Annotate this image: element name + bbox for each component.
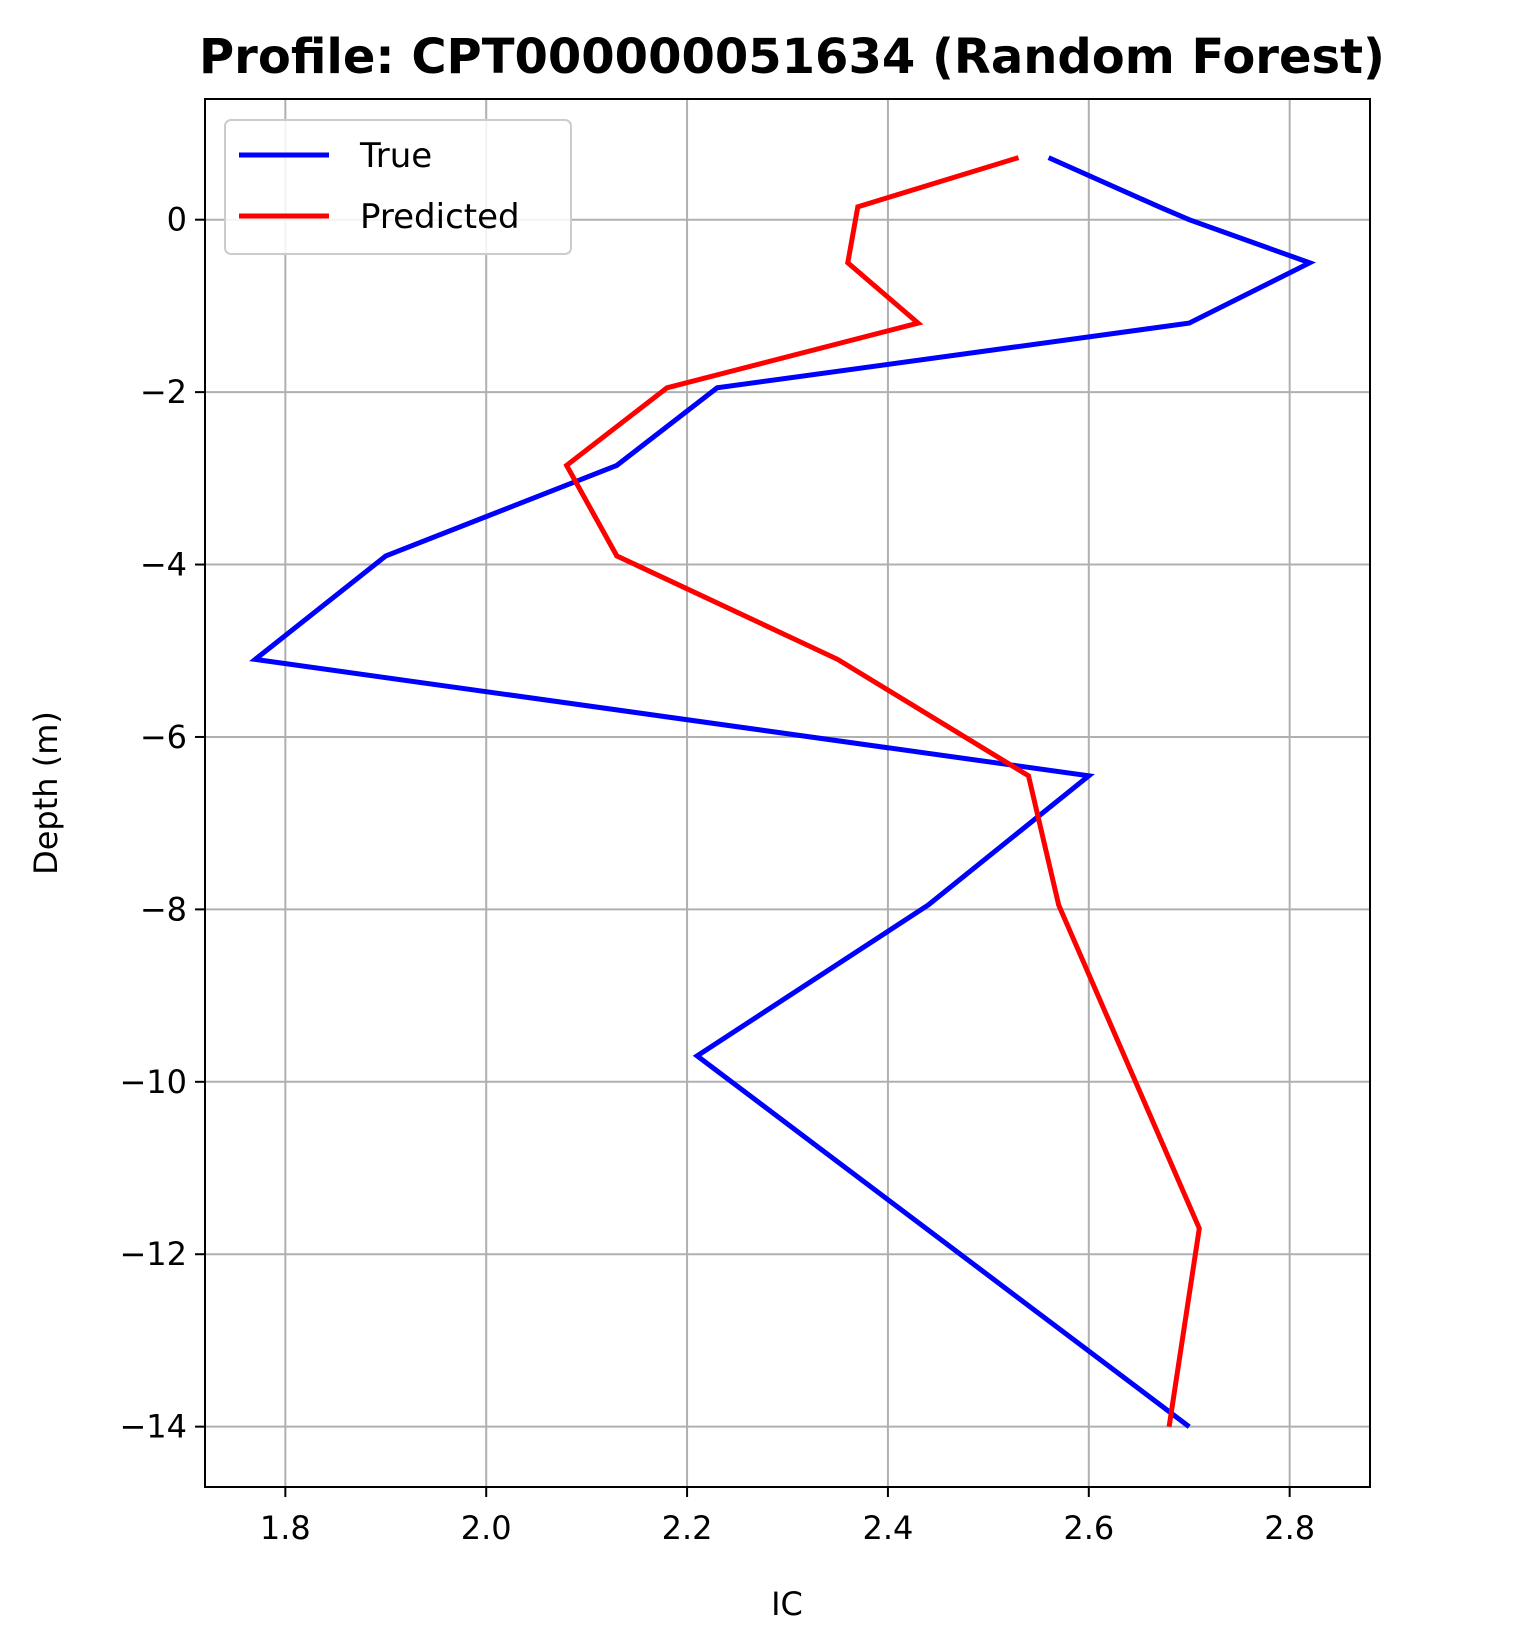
grid xyxy=(205,99,1370,1487)
legend-label-true: True xyxy=(359,136,432,176)
series-line-predicted xyxy=(563,155,1202,1428)
y-tick-label: −6 xyxy=(140,718,187,756)
x-axis-label: IC xyxy=(771,1585,803,1623)
x-tick-label: 2.4 xyxy=(862,1509,913,1547)
series-lines xyxy=(249,155,1317,1429)
y-tick-label: −2 xyxy=(140,373,187,411)
y-axis-label: Depth (m) xyxy=(27,711,65,875)
series-line-true xyxy=(249,155,1317,1429)
x-tick-label: 1.8 xyxy=(260,1509,311,1547)
y-tick-label: 0 xyxy=(167,201,187,239)
legend: True Predicted xyxy=(224,119,572,255)
plot-frame xyxy=(204,98,1371,1488)
y-tick-label: −12 xyxy=(119,1235,187,1273)
legend-label-predicted: Predicted xyxy=(360,197,520,237)
y-tick-label: −8 xyxy=(140,890,187,928)
x-tick-label: 2.6 xyxy=(1063,1509,1114,1547)
chart-title: Profile: CPT000000051634 (Random Forest) xyxy=(199,29,1385,85)
y-axis-ticks: 0 −2 −4 −6 −8 −10 −12 −14 xyxy=(119,201,205,1446)
x-tick-label: 2.2 xyxy=(662,1509,713,1547)
x-tick-label: 2.8 xyxy=(1264,1509,1315,1547)
y-tick-label: −4 xyxy=(140,546,187,584)
y-tick-label: −10 xyxy=(119,1063,187,1101)
x-axis-ticks: 1.8 2.0 2.2 2.4 2.6 2.8 xyxy=(260,1487,1315,1547)
x-tick-label: 2.0 xyxy=(461,1509,512,1547)
y-tick-label: −14 xyxy=(119,1408,187,1446)
